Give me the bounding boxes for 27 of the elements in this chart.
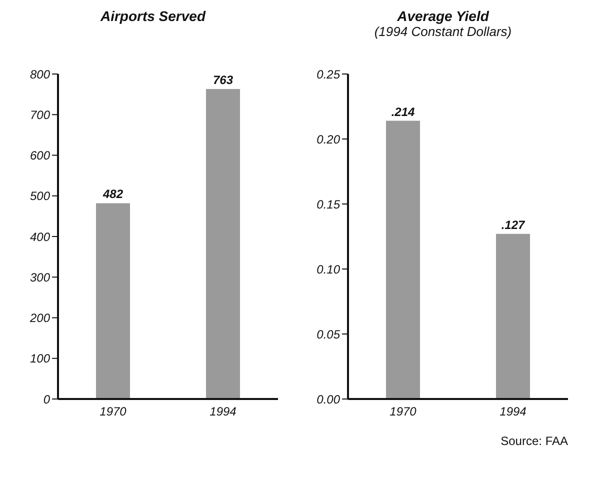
chart-subtitle: (1994 Constant Dollars) <box>373 24 513 39</box>
y-tick-label: 0.05 <box>316 327 340 342</box>
y-tick-label: 800 <box>30 67 50 82</box>
data-label: .127 <box>501 218 526 232</box>
chart-title: Average Yield <box>396 8 490 24</box>
data-label: 482 <box>102 187 124 202</box>
y-tick-label: 0.15 <box>316 197 340 212</box>
y-tick-label: 400 <box>30 230 50 244</box>
x-tick-label: 1970 <box>100 404 127 419</box>
y-tick-label: 0.00 <box>316 392 340 406</box>
x-tick-label: 1994 <box>500 404 527 419</box>
y-tick-label: 0 <box>43 392 50 406</box>
y-tick-label: 200 <box>28 311 50 326</box>
y-tick-label: 0.25 <box>316 67 340 82</box>
y-tick-label: 500 <box>30 189 50 204</box>
y-tick-label: 100 <box>30 352 50 366</box>
data-label: 763 <box>212 73 234 88</box>
data-label: .214 <box>391 104 415 119</box>
y-tick-label: 600 <box>30 148 50 163</box>
y-tick-label: 0.10 <box>316 262 340 276</box>
source-note: Source: FAA <box>500 434 569 448</box>
x-tick-label: 1970 <box>390 404 417 419</box>
x-tick-label: 1994 <box>210 404 237 419</box>
y-tick-label: 300 <box>30 270 50 284</box>
y-tick-label: 700 <box>30 108 50 122</box>
y-tick-label: 0.20 <box>316 132 340 146</box>
chart-title: Airports Served <box>99 8 207 24</box>
